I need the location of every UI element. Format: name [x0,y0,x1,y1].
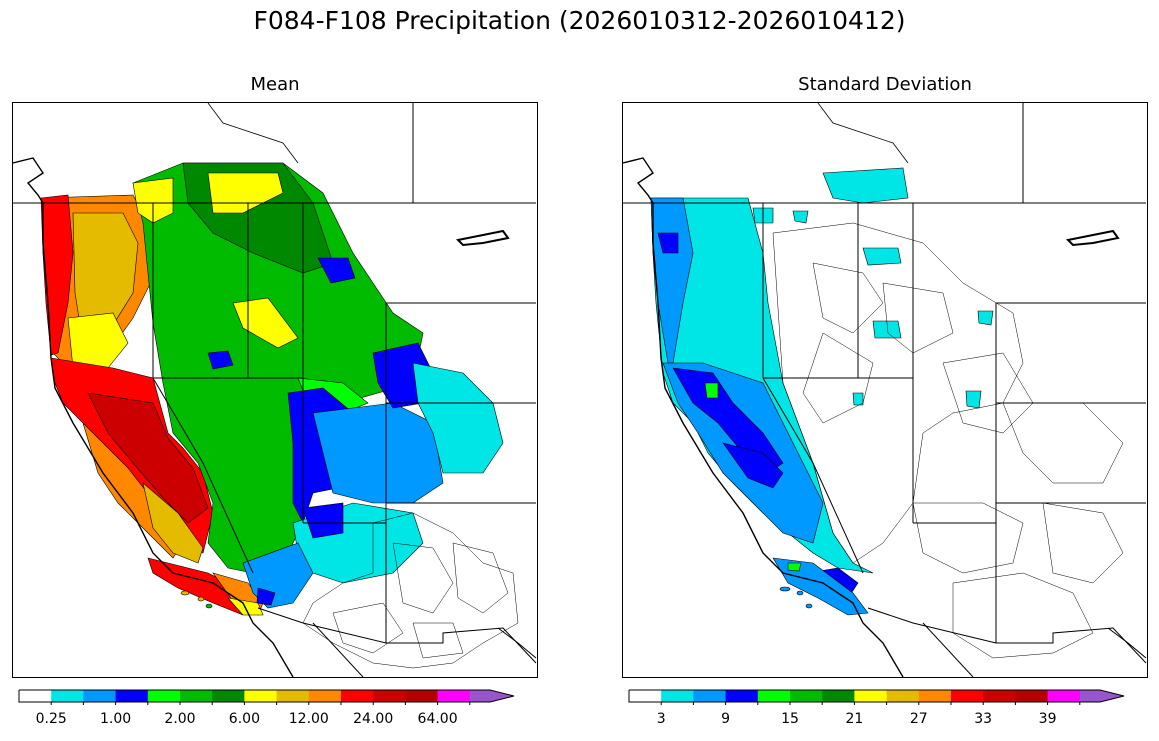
mean-region-light-blue [312,402,444,504]
colorbar-segment [661,690,694,702]
mean-panel-title: Mean [250,74,300,95]
mean-region-cyan-east [412,362,504,474]
std-coastline [623,157,904,677]
mean-region-blue-south [302,502,344,539]
colorbar-segment [757,690,791,702]
colorbar-tick-label: 6.00 [228,711,260,727]
colorbar-segment [437,690,471,702]
colorbar-outline [628,689,1125,703]
colorbar-segment [212,690,245,702]
colorbar-tick-label: 15 [781,711,799,727]
colorbar-tick-label: 9 [721,711,731,727]
mean-region-blue-nv [207,350,234,370]
mean-region-blue-small [256,587,276,606]
colorbar-tick-label: 0.25 [35,711,67,727]
colorbar-tick-label: 21 [845,711,864,727]
std-region-cyan-wy [862,247,902,266]
mean-colorbar [18,689,515,705]
colorbar-segment [918,690,952,702]
colorbar-segment [180,690,213,702]
colorbar-tick-label: 33 [974,711,993,727]
colorbar-tick-label: 12.00 [288,711,329,727]
colorbar-segment [244,690,278,702]
colorbar-segment [983,690,1016,702]
mean-coastline [13,157,294,677]
std-region-cyan-id2 [792,210,809,224]
colorbar-tick-label: 27 [909,711,928,727]
colorbar-tick-label: 39 [1038,711,1057,727]
colorbar-tick-label: 3 [656,711,666,727]
colorbar-segment [1047,690,1081,702]
std-region-blue-ca2 [722,442,784,489]
mean-region-blue-ne [317,257,356,284]
colorbar-tick-label: 24.00 [353,711,394,727]
colorbar-outline [18,689,515,703]
colorbar-segment [276,690,310,702]
colorbar-segment [725,690,759,702]
colorbar-segment [790,690,823,702]
colorbar-tick-label: 64.00 [417,711,458,727]
colorbar-tick-label: 1.00 [100,711,132,727]
mean-region-idaho-yellow [132,177,174,224]
colorbar-segment [147,690,181,702]
colorbar-extend-arrow [469,690,514,702]
colorbar-segment [822,690,855,702]
colorbar-tick-label: 2.00 [164,711,196,727]
mean-region-yellow-oregon [67,312,129,369]
colorbar-segment [405,690,439,702]
colorbar-segment [693,690,727,702]
std-colorbar [628,689,1125,705]
colorbar-segment [886,690,920,702]
colorbar-segment [308,690,342,702]
colorbar-extend-arrow [1079,690,1124,702]
std-region-cyan-co [965,390,982,409]
colorbar-segment [51,690,84,702]
colorbar-segment [1015,690,1049,702]
colorbar-segment [19,690,52,702]
colorbar-segment [115,690,149,702]
colorbar-segment [83,690,117,702]
std-region-cyan-ut [872,320,902,339]
figure-title: F084-F108 Precipitation (2026010312-2026… [253,6,906,35]
std-region-cyan-nm [852,392,864,406]
std-region-lime-nv [704,382,719,399]
colorbar-segment [341,690,374,702]
std-region-cyan-ne [977,310,994,326]
colorbar-segment [373,690,406,702]
mean-region-california-gold [142,482,204,564]
std-region-blue-nw [657,232,679,254]
std-map [622,102,1148,678]
std-region-lime-small [787,562,802,572]
colorbar-segment [629,690,662,702]
std-region-cyan-mt [822,167,909,204]
mean-map [12,102,538,678]
colorbar-segment [854,690,888,702]
mean-region-california-darkred [87,392,209,524]
mean-region-gold-north [72,212,139,344]
colorbar-segment [951,690,984,702]
mean-region-central-yellow [232,297,299,349]
std-panel-title: Standard Deviation [798,74,972,95]
